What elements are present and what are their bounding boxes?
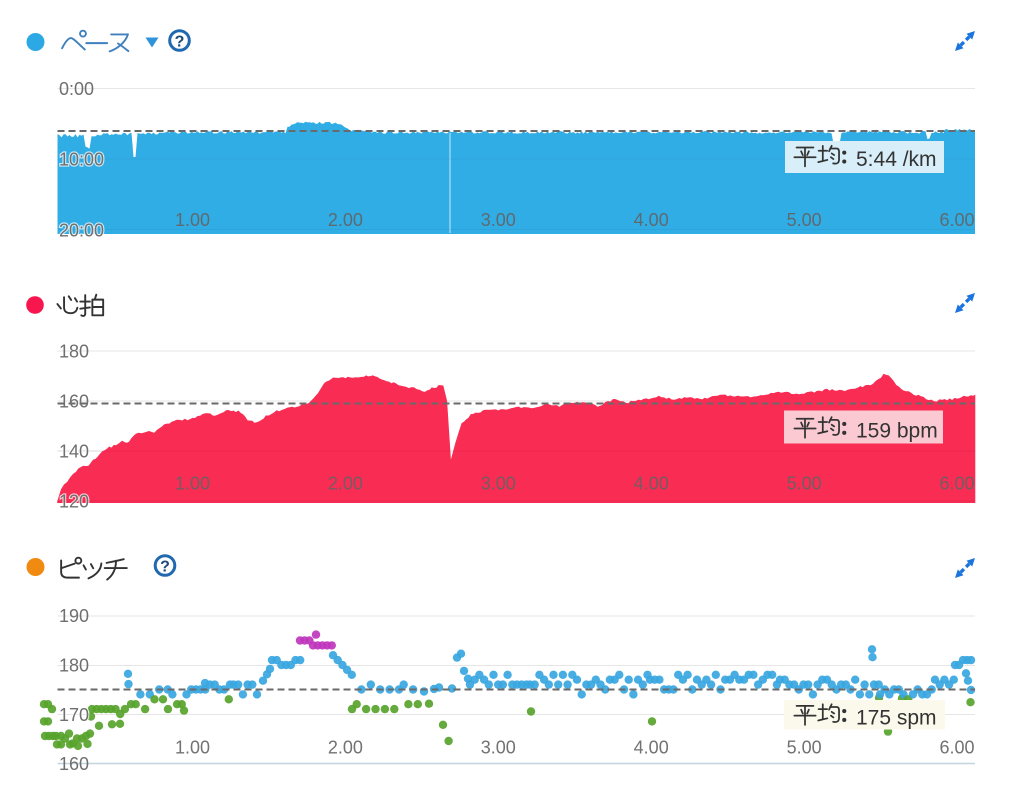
svg-text:6.00: 6.00 — [939, 210, 974, 230]
svg-text:180: 180 — [59, 342, 89, 362]
svg-text:4.00: 4.00 — [634, 210, 669, 230]
svg-text:180: 180 — [59, 656, 89, 676]
svg-text:120: 120 — [59, 492, 89, 512]
svg-text:5:44 /km: 5:44 /km — [856, 148, 937, 171]
svg-text:20:00: 20:00 — [59, 221, 104, 241]
svg-text:2.00: 2.00 — [328, 474, 363, 494]
svg-text:4.00: 4.00 — [634, 474, 669, 494]
svg-text:175 spm: 175 spm — [856, 707, 937, 730]
svg-text:3.00: 3.00 — [481, 210, 516, 230]
svg-text:?: ? — [160, 558, 170, 575]
svg-text:3.00: 3.00 — [481, 738, 516, 758]
svg-text:1.00: 1.00 — [175, 474, 210, 494]
svg-text:6.00: 6.00 — [939, 738, 974, 758]
svg-text:2.00: 2.00 — [328, 738, 363, 758]
svg-text:1.00: 1.00 — [175, 210, 210, 230]
svg-text:?: ? — [175, 33, 185, 50]
svg-text:5.00: 5.00 — [787, 474, 822, 494]
svg-text:10:00: 10:00 — [59, 150, 104, 170]
svg-text:5.00: 5.00 — [787, 210, 822, 230]
svg-text:170: 170 — [59, 705, 89, 725]
svg-text:4.00: 4.00 — [634, 738, 669, 758]
svg-text:159 bpm: 159 bpm — [856, 420, 938, 443]
svg-text:6.00: 6.00 — [939, 474, 974, 494]
svg-text:0:00: 0:00 — [59, 79, 94, 99]
svg-text:5.00: 5.00 — [787, 738, 822, 758]
svg-text:190: 190 — [59, 606, 89, 626]
svg-text:160: 160 — [59, 754, 89, 774]
svg-text:2.00: 2.00 — [328, 210, 363, 230]
svg-text:3.00: 3.00 — [481, 474, 516, 494]
svg-text:1.00: 1.00 — [175, 738, 210, 758]
svg-text:160: 160 — [59, 392, 89, 412]
svg-text:140: 140 — [59, 442, 89, 462]
